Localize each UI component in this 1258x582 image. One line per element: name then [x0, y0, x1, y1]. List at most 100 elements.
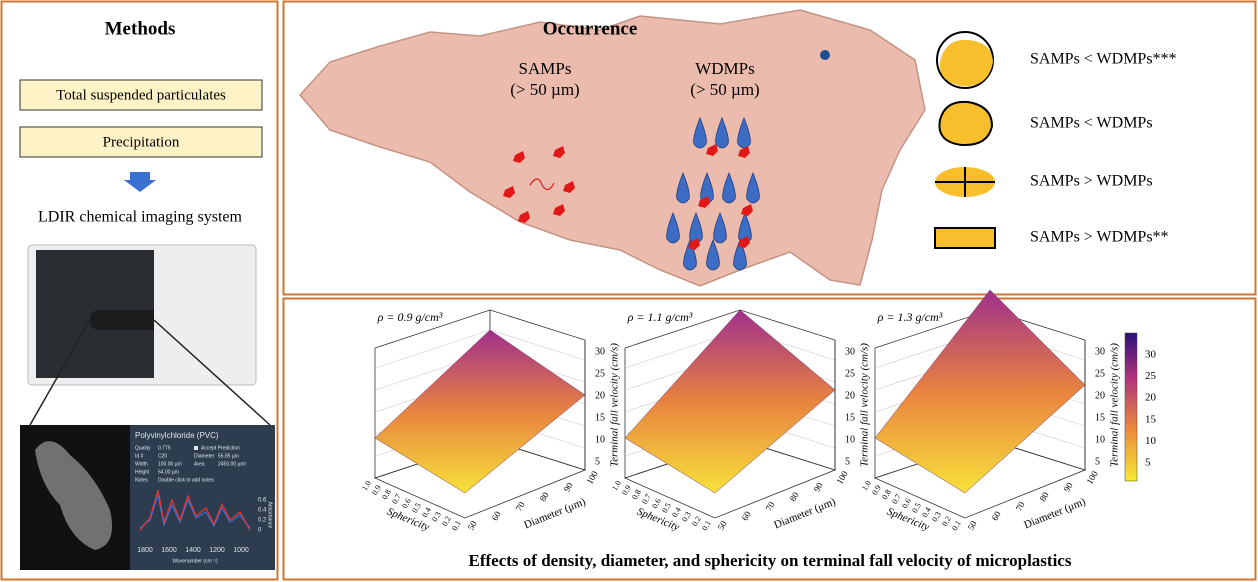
z-tick-label: 5 [845, 456, 850, 467]
z-axis-label: Terminal fall velocity (cm/s) [1109, 343, 1121, 467]
sphericity-tick-label: 0.2 [690, 515, 703, 528]
plastic-fragment [738, 146, 750, 158]
sphericity-tick-label: 0.1 [700, 519, 713, 532]
sphericity-tick-label: 0.1 [950, 519, 963, 532]
colorbar [1124, 332, 1138, 482]
raindrop [693, 116, 707, 149]
field-name: Diameter [194, 453, 215, 459]
sphericity-tick-label: 0.8 [380, 488, 393, 501]
colorbar-tick-label: 20 [1145, 392, 1157, 404]
colorbar-tick-label: 25 [1145, 370, 1157, 382]
sphericity-tick-label: 0.8 [630, 488, 643, 501]
grid-line [374, 329, 491, 369]
legend-fill [939, 39, 993, 87]
spectrum-x-label: Wavenumber (cm⁻¹) [172, 558, 218, 564]
field-value: 100.00 µm [158, 461, 182, 467]
sphericity-tick-label: 0.6 [900, 497, 913, 510]
sphericity-tick-label: 0.4 [670, 506, 683, 519]
field-value: 0.775 [158, 445, 171, 451]
z-tick-label: 10 [595, 434, 605, 445]
legend-shape [934, 227, 996, 249]
sphericity-tick-label: 0.7 [390, 492, 403, 505]
occurrence-title: Occurrence [543, 18, 638, 39]
legend-cross [935, 167, 995, 197]
sphericity-tick-label: 0.9 [620, 484, 633, 497]
sphericity-tick-label: 1.0 [610, 479, 623, 492]
instrument-slot [90, 310, 154, 330]
plastic-fragment [503, 186, 515, 198]
plastic-fragment [738, 236, 750, 248]
step-box [19, 79, 263, 111]
density-label: ρ = 1.1 g/cm³ [627, 310, 693, 324]
z-tick-label: 25 [595, 368, 605, 379]
raindrop [706, 238, 720, 271]
sphericity-tick-label: 1.0 [860, 479, 873, 492]
field-name: Area [194, 461, 205, 467]
legend-label: SAMPs > WDMPs** [1030, 229, 1169, 246]
sphericity-tick-label: 0.5 [910, 501, 923, 514]
spectrum-x-tick: 1400 [185, 547, 201, 554]
group-name: SAMPs [519, 59, 572, 78]
field-name: Id # [135, 453, 144, 459]
z-tick-label: 15 [1095, 412, 1105, 423]
step-label: Precipitation [103, 134, 180, 150]
result-panel [130, 425, 275, 570]
methods-title: Methods [105, 18, 176, 39]
system-label: LDIR chemical imaging system [38, 209, 243, 226]
z-tick-label: 25 [1095, 368, 1105, 379]
spectrum-x-tick: 1800 [137, 547, 153, 554]
plastic-fragment [563, 181, 575, 193]
legend-label: SAMPs < WDMPs*** [1030, 51, 1177, 68]
plastic-fragment [706, 144, 718, 156]
field-value: 54.00 µm [158, 469, 179, 475]
z-tick-label: 20 [845, 390, 855, 401]
sphericity-tick-label: 0.6 [400, 497, 413, 510]
sphericity-tick-label: 0.7 [640, 492, 653, 505]
z-tick-label: 5 [1095, 456, 1100, 467]
sphericity-tick-label: 0.3 [930, 510, 943, 523]
sphericity-tick-label: 0.9 [870, 484, 883, 497]
sphericity-tick-label: 0.4 [920, 506, 933, 519]
sphericity-tick-label: 0.6 [650, 497, 663, 510]
raindrop [713, 211, 727, 244]
sphericity-tick-label: 0.7 [890, 492, 903, 505]
site-marker [820, 50, 830, 60]
plastic-fragment [698, 196, 710, 208]
zoom-line [153, 319, 271, 426]
spectrum-y-tick: 0 [258, 528, 262, 534]
sphericity-tick-label: 0.9 [370, 484, 383, 497]
sphericity-tick-label: 0.2 [440, 515, 453, 528]
sphericity-tick-label: 0.1 [450, 519, 463, 532]
field-value: 55.85 µm [218, 453, 239, 459]
z-tick-label: 20 [595, 390, 605, 401]
accept-label: Accept Prediction [201, 445, 240, 451]
z-tick-label: 15 [595, 412, 605, 423]
zoom-line [29, 319, 91, 426]
z-tick-label: 30 [845, 346, 855, 357]
spectrum-reference [139, 492, 251, 529]
density-label: ρ = 1.3 g/cm³ [877, 310, 943, 324]
raindrop [676, 171, 690, 204]
plastic-fragment [513, 151, 525, 163]
step-box [19, 126, 263, 158]
legend-outline [936, 31, 994, 89]
z-axis-label: Terminal fall velocity (cm/s) [609, 343, 621, 467]
plastic-fragment [741, 204, 753, 216]
density-label: ρ = 0.9 g/cm³ [377, 310, 443, 324]
legend-shape [938, 100, 994, 147]
sphericity-tick-label: 0.8 [880, 488, 893, 501]
step-label: Total suspended particulates [56, 87, 226, 103]
colorbar-tick-label: 5 [1145, 457, 1151, 469]
field-value: Double click to add notes [158, 477, 214, 483]
grid-line [489, 329, 586, 361]
z-tick-label: 30 [1095, 346, 1105, 357]
sphericity-tick-label: 0.5 [410, 501, 423, 514]
spectrum-y-tick: 0.4 [258, 508, 267, 514]
group-size: (> 50 µm) [690, 80, 759, 99]
spectrum-x-tick: 1600 [161, 547, 177, 554]
raindrop [683, 238, 697, 271]
spectrum-x-tick: 1000 [233, 547, 249, 554]
field-name: Notes [135, 477, 149, 483]
sphericity-tick-label: 0.2 [940, 515, 953, 528]
legend-label: SAMPs < WDMPs [1030, 115, 1153, 132]
